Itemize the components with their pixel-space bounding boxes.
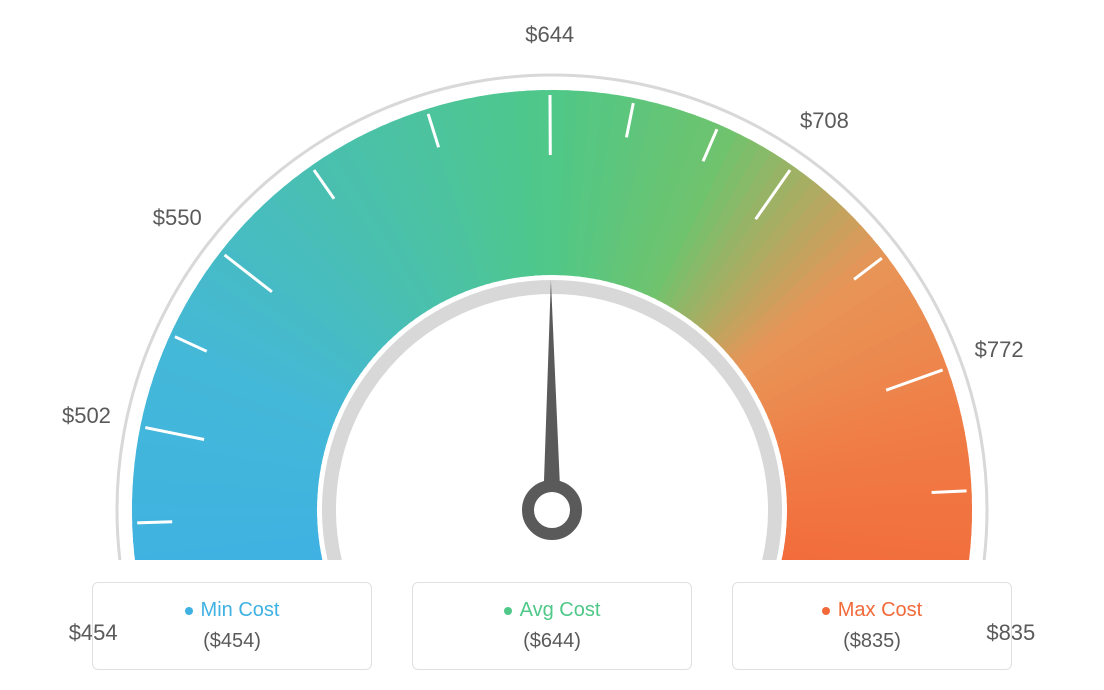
legend-title: Avg Cost (453, 599, 651, 622)
tick-label: $644 (525, 22, 574, 48)
legend-value: ($454) (133, 630, 331, 653)
legend-value: ($644) (453, 630, 651, 653)
legend-dot-icon (185, 607, 193, 615)
tick-label: $708 (800, 108, 849, 134)
legend-dot-icon (822, 607, 830, 615)
gauge-svg (52, 20, 1052, 560)
legend-label: Max Cost (838, 599, 922, 622)
gauge-chart: $454$502$550$644$708$772$835 (52, 20, 1052, 560)
minor-tick (932, 491, 967, 493)
tick-label: $502 (62, 403, 111, 429)
minor-tick (137, 522, 172, 523)
legend-box-min: Min Cost ($454) (92, 582, 372, 670)
legend-value: ($835) (773, 630, 971, 653)
legend-box-max: Max Cost ($835) (732, 582, 1012, 670)
legend-title: Min Cost (133, 599, 331, 622)
legend: Min Cost ($454) Avg Cost ($644) Max Cost ($83… (92, 582, 1012, 670)
legend-box-avg: Avg Cost ($644) (412, 582, 692, 670)
legend-title: Max Cost (773, 599, 971, 622)
needle (543, 280, 561, 510)
needle-hub (528, 486, 576, 534)
legend-label: Min Cost (201, 599, 280, 622)
legend-label: Avg Cost (520, 599, 601, 622)
legend-dot-icon (504, 607, 512, 615)
tick-label: $550 (153, 205, 202, 231)
tick-label: $772 (975, 337, 1024, 363)
